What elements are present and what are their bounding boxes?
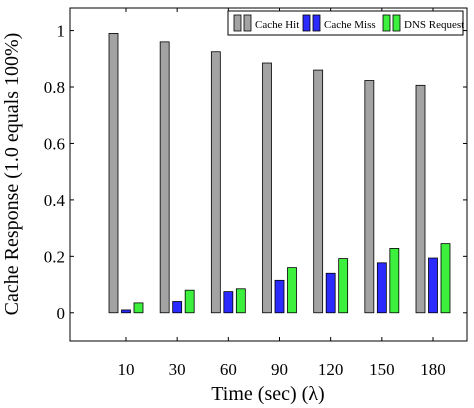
y-tick-label: 0.4 [44, 191, 66, 210]
x-tick-label: 10 [118, 360, 135, 379]
x-axis: 10 30 60 90 120 150 180 [118, 8, 446, 379]
bar-cache-hit [415, 84, 426, 314]
y-tick-label: 0.8 [44, 78, 65, 97]
bar-dns-request [338, 258, 349, 314]
legend-swatch [233, 14, 242, 32]
y-axis: 0 0.2 0.4 0.6 0.8 1 [44, 22, 467, 323]
x-tick-label: 30 [169, 360, 186, 379]
y-tick-label: 1 [57, 22, 66, 41]
x-tick-label: 150 [369, 360, 395, 379]
bar-cache-miss [376, 262, 387, 314]
legend-swatch [312, 14, 321, 32]
legend-swatch [382, 14, 391, 32]
bar-dns-request [389, 248, 400, 314]
x-tick-label: 60 [220, 360, 237, 379]
y-axis-title: Cache Response (1.0 equals 100%) [1, 33, 23, 316]
bar-cache-miss [274, 279, 285, 314]
legend-box [227, 10, 464, 36]
legend-label: DNS Request [404, 19, 464, 31]
x-tick-label: 90 [271, 360, 288, 379]
bar-cache-miss [121, 309, 131, 314]
bar-cache-hit [313, 69, 324, 314]
bar-cache-hit [108, 32, 119, 314]
bar-dns-request [184, 289, 195, 314]
bar-cache-miss [428, 257, 438, 314]
legend-swatch [243, 14, 252, 32]
bar-dns-request [235, 288, 246, 314]
legend-label: Cache Hit [255, 19, 299, 31]
bar-cache-miss [172, 301, 183, 314]
bar-cache-hit [262, 62, 272, 314]
bar-cache-miss [223, 291, 234, 314]
x-tick-label: 180 [420, 360, 446, 379]
legend: Cache Hit Cache Miss DNS Request [227, 10, 464, 36]
legend-swatch [392, 14, 401, 32]
bar-cache-hit [210, 51, 221, 314]
bar-dns-request [287, 267, 297, 314]
bar-cache-hit [159, 41, 170, 314]
bar-dns-request [440, 243, 451, 314]
y-tick-label: 0.2 [44, 247, 65, 266]
bar-dns-request [133, 302, 144, 314]
y-tick-label: 0 [57, 304, 66, 323]
x-tick-label: 120 [318, 360, 344, 379]
legend-label: Cache Miss [324, 19, 376, 31]
bars-group [108, 32, 451, 314]
legend-swatch [302, 14, 311, 32]
bar-cache-hit [364, 80, 375, 314]
x-axis-title: Time (sec) (λ) [211, 383, 324, 405]
bar-cache-miss [325, 272, 336, 314]
plot-frame [69, 7, 468, 342]
y-tick-label: 0.6 [44, 134, 65, 153]
